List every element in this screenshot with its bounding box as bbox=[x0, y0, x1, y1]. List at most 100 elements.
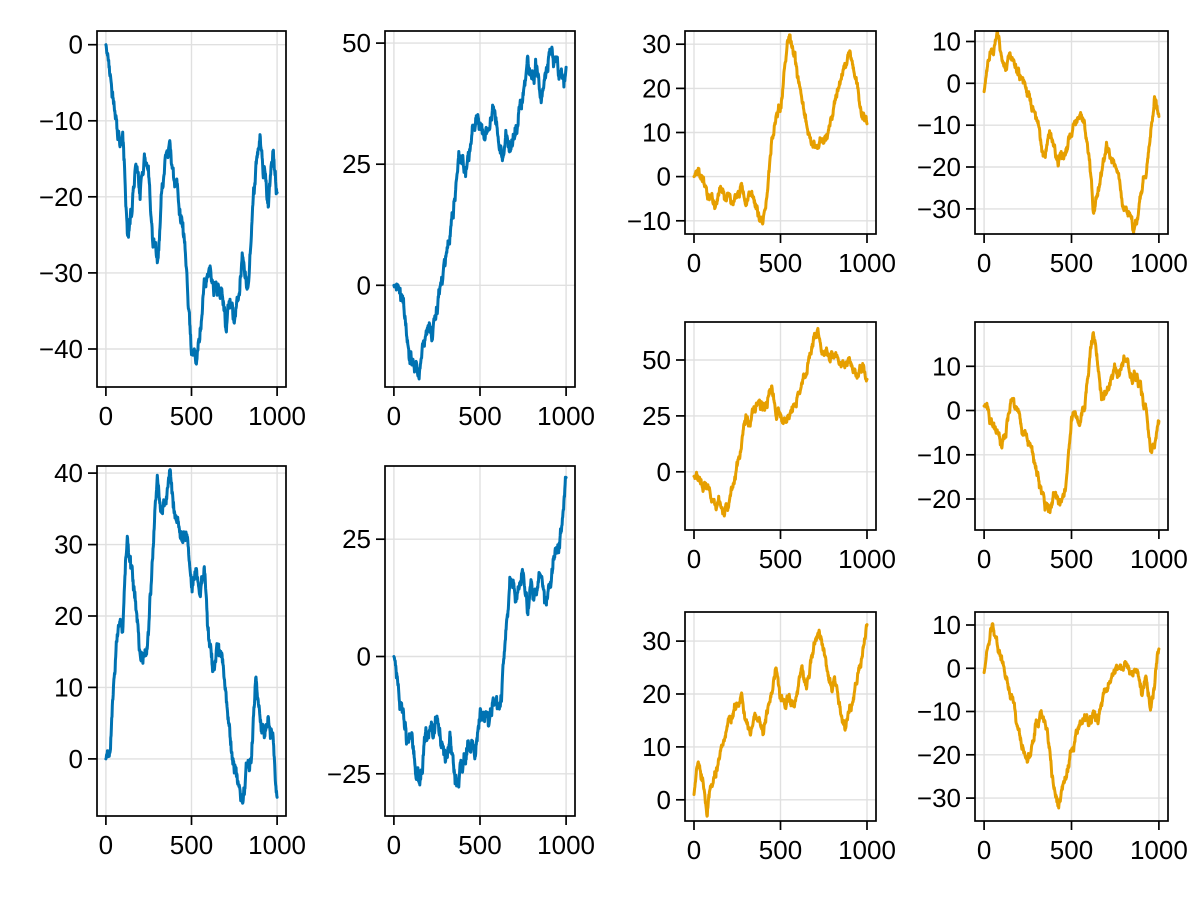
y-tick-label: 10 bbox=[54, 672, 83, 702]
x-tick-label: 1000 bbox=[537, 401, 595, 431]
x-tick-label: 1000 bbox=[1130, 835, 1188, 865]
random-walk-orange-col3-row3: 0 500 1000 30 20 10 0 bbox=[642, 611, 896, 865]
random-walk-orange-col4-row2: 0 500 1000 10 0 −10 −20 bbox=[917, 321, 1188, 574]
y-tick-label: 25 bbox=[642, 401, 671, 431]
y-tick-label: −10 bbox=[917, 440, 961, 470]
x-tick-label: 1000 bbox=[838, 835, 896, 865]
random-walk-blue-col1-row1: 0 500 1000 0 −10 −20 −30 −40 bbox=[39, 30, 306, 431]
plot-area: 0 500 1000 10 0 −10 −20 bbox=[917, 321, 1188, 574]
y-tick-label: 0 bbox=[657, 457, 671, 487]
plot-area: 0 500 1000 0 −10 −20 −30 −40 bbox=[39, 30, 306, 431]
data-line bbox=[692, 326, 869, 518]
data-line bbox=[982, 30, 1161, 235]
data-line bbox=[104, 43, 279, 366]
y-tick-label: 0 bbox=[357, 270, 371, 300]
x-tick-label: 500 bbox=[759, 544, 802, 574]
x-tick-label: 0 bbox=[687, 544, 701, 574]
y-tick-label: 10 bbox=[932, 610, 961, 640]
y-tick-label: 0 bbox=[657, 162, 671, 192]
x-tick-label: 500 bbox=[1050, 835, 1093, 865]
plot-area: 0 500 1000 30 20 10 0 −10 bbox=[627, 29, 896, 278]
y-tick-label: −10 bbox=[627, 206, 671, 236]
y-tick-label: −10 bbox=[917, 110, 961, 140]
y-tick-label: 0 bbox=[69, 744, 83, 774]
data-line bbox=[692, 33, 869, 226]
random-walk-orange-col4-row1: 0 500 1000 10 0 −10 −20 −30 bbox=[917, 27, 1188, 279]
data-line bbox=[982, 331, 1161, 515]
y-tick-label: 10 bbox=[932, 27, 961, 57]
x-tick-label: 500 bbox=[170, 830, 213, 860]
random-walk-blue-col2-row1: 0 500 1000 0 25 50 bbox=[342, 28, 595, 431]
y-tick-label: −20 bbox=[917, 740, 961, 770]
x-tick-label: 500 bbox=[458, 830, 501, 860]
x-tick-label: 500 bbox=[759, 835, 802, 865]
x-tick-label: 0 bbox=[977, 248, 991, 278]
y-tick-label: −30 bbox=[39, 258, 83, 288]
y-tick-label: −25 bbox=[327, 759, 371, 789]
y-tick-label: −10 bbox=[39, 106, 83, 136]
x-tick-label: 1000 bbox=[537, 830, 595, 860]
data-line bbox=[692, 623, 869, 818]
y-tick-label: 0 bbox=[947, 653, 961, 683]
y-tick-label: 10 bbox=[642, 732, 671, 762]
y-tick-label: 0 bbox=[947, 396, 961, 426]
x-tick-label: 1000 bbox=[838, 248, 896, 278]
y-tick-label: 40 bbox=[54, 458, 83, 488]
y-tick-label: 0 bbox=[357, 642, 371, 672]
y-tick-label: −20 bbox=[917, 152, 961, 182]
y-tick-label: 20 bbox=[642, 679, 671, 709]
y-tick-label: −40 bbox=[39, 334, 83, 364]
y-tick-label: 20 bbox=[54, 601, 83, 631]
plot-area: 0 500 1000 30 20 10 0 bbox=[642, 611, 896, 865]
data-line bbox=[392, 45, 568, 381]
x-tick-label: 0 bbox=[687, 248, 701, 278]
random-walk-blue-col2-row2: 0 500 1000 25 0 −25 bbox=[327, 465, 595, 860]
y-tick-label: −10 bbox=[917, 697, 961, 727]
plot-area: 0 500 1000 0 10 20 30 40 bbox=[54, 458, 306, 860]
data-line bbox=[104, 468, 279, 805]
x-tick-label: 0 bbox=[99, 401, 113, 431]
x-tick-label: 0 bbox=[977, 544, 991, 574]
plot-area: 0 500 1000 25 0 −25 bbox=[327, 465, 595, 860]
y-tick-label: −20 bbox=[917, 484, 961, 514]
y-tick-label: 30 bbox=[642, 626, 671, 656]
plot-area: 0 500 1000 10 0 −10 −20 −30 bbox=[917, 610, 1188, 865]
x-tick-label: 0 bbox=[99, 830, 113, 860]
plot-area: 0 500 1000 50 25 0 bbox=[642, 321, 896, 574]
x-tick-label: 1000 bbox=[248, 830, 306, 860]
y-tick-label: 25 bbox=[342, 149, 371, 179]
y-tick-label: −30 bbox=[917, 194, 961, 224]
x-tick-label: 500 bbox=[170, 401, 213, 431]
random-walk-blue-col1-row2: 0 500 1000 0 10 20 30 40 bbox=[54, 458, 306, 860]
x-tick-label: 500 bbox=[458, 401, 501, 431]
y-tick-label: 50 bbox=[342, 28, 371, 58]
y-tick-label: 0 bbox=[947, 68, 961, 98]
data-line bbox=[392, 475, 568, 789]
plot-area: 0 500 1000 10 0 −10 −20 −30 bbox=[917, 27, 1188, 279]
x-tick-label: 0 bbox=[387, 830, 401, 860]
y-tick-label: 10 bbox=[932, 351, 961, 381]
x-tick-label: 0 bbox=[977, 835, 991, 865]
x-tick-label: 1000 bbox=[838, 544, 896, 574]
x-tick-label: 500 bbox=[759, 248, 802, 278]
y-tick-label: 0 bbox=[69, 30, 83, 60]
x-tick-label: 1000 bbox=[1130, 544, 1188, 574]
y-tick-label: 30 bbox=[54, 530, 83, 560]
x-tick-label: 0 bbox=[387, 401, 401, 431]
random-walk-orange-col4-row3: 0 500 1000 10 0 −10 −20 −30 bbox=[917, 610, 1188, 865]
x-tick-label: 1000 bbox=[1130, 248, 1188, 278]
y-tick-label: 20 bbox=[642, 73, 671, 103]
y-tick-label: 50 bbox=[642, 345, 671, 375]
y-tick-label: 30 bbox=[642, 29, 671, 59]
random-walk-orange-col3-row1: 0 500 1000 30 20 10 0 −10 bbox=[627, 29, 896, 278]
y-tick-label: 0 bbox=[657, 785, 671, 815]
y-tick-label: −20 bbox=[39, 182, 83, 212]
data-line bbox=[982, 622, 1161, 810]
x-tick-label: 500 bbox=[1050, 544, 1093, 574]
y-tick-label: 25 bbox=[342, 524, 371, 554]
y-tick-label: 10 bbox=[642, 118, 671, 148]
x-tick-label: 500 bbox=[1050, 248, 1093, 278]
plot-area: 0 500 1000 0 25 50 bbox=[342, 28, 595, 431]
random-walk-orange-col3-row2: 0 500 1000 50 25 0 bbox=[642, 321, 896, 574]
